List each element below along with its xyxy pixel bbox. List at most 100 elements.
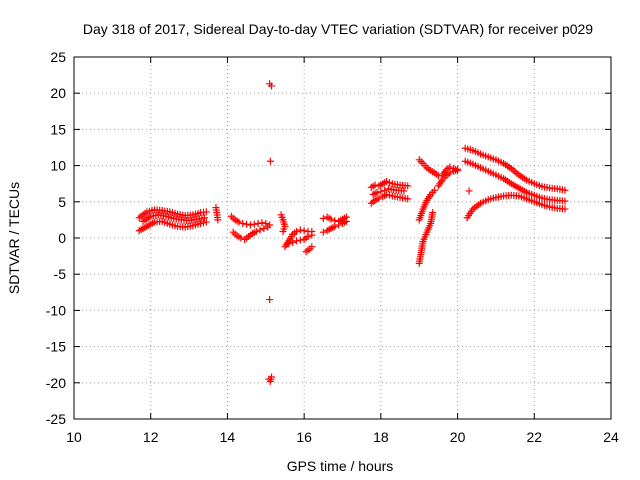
data-point	[342, 217, 350, 225]
series-arc-13	[415, 156, 442, 180]
data-point	[454, 167, 462, 175]
data-point	[279, 227, 287, 235]
data-point	[308, 243, 316, 251]
y-tick-label: 15	[50, 121, 66, 137]
data-point	[239, 220, 247, 228]
data-point	[292, 227, 300, 235]
series-arc-12-upper	[367, 178, 412, 191]
data-point	[400, 187, 408, 195]
data-points	[135, 80, 569, 385]
data-point	[327, 215, 335, 223]
data-point	[292, 237, 300, 245]
data-point	[375, 194, 383, 202]
x-tick-label: 24	[603, 429, 619, 445]
axes: 10 12 14 16 18 20 22 24 25 20 15 10 5 0 -5 -10 -15 -20 -25	[46, 49, 619, 445]
data-point	[446, 163, 454, 171]
y-tick-label: -20	[46, 375, 66, 391]
data-point	[289, 238, 297, 246]
series-arc-18	[465, 187, 473, 195]
data-point	[252, 227, 260, 235]
y-tick-label: -15	[46, 339, 66, 355]
x-tick-label: 18	[373, 429, 389, 445]
data-point	[561, 197, 569, 205]
data-point	[561, 205, 569, 213]
x-tick-label: 10	[66, 429, 82, 445]
series-arc-17-upper	[461, 144, 569, 194]
series-arc-8	[277, 211, 289, 235]
x-tick-label: 20	[450, 429, 466, 445]
y-tick-label: -10	[46, 302, 66, 318]
series-arc-4	[266, 80, 276, 90]
y-tick-label: 10	[50, 158, 66, 174]
data-point	[214, 216, 222, 224]
data-point	[381, 186, 389, 194]
data-point	[262, 220, 270, 228]
series-arc-1-mid	[139, 211, 208, 225]
data-point	[285, 240, 293, 248]
data-point	[250, 220, 258, 228]
y-tick-label: -5	[54, 266, 67, 282]
series-arc-9-lower	[285, 231, 316, 248]
series-arc-3-lower	[229, 223, 272, 243]
data-point	[335, 221, 343, 229]
data-point	[300, 227, 308, 235]
series-arc-17-middle	[461, 157, 569, 205]
x-tick-label: 22	[526, 429, 542, 445]
data-point	[404, 182, 412, 190]
y-tick-label: 20	[50, 85, 66, 101]
data-point	[200, 214, 208, 222]
data-point	[561, 186, 569, 194]
data-point	[235, 218, 243, 226]
series-arc-16	[438, 163, 462, 180]
series-arc-5	[266, 157, 274, 165]
series-arc-3-upper	[227, 212, 274, 229]
series-arc-10	[302, 243, 316, 256]
series-arc-9-upper	[281, 226, 316, 251]
data-point	[431, 186, 439, 194]
grid-lines	[74, 57, 611, 419]
data-point	[266, 157, 274, 165]
data-point	[260, 225, 268, 233]
series-arc-12-lower	[367, 191, 412, 207]
data-point	[268, 373, 276, 381]
data-point	[254, 220, 262, 228]
y-axis-label: SDTVAR / TECUs	[6, 182, 22, 294]
data-point	[429, 209, 437, 217]
data-point	[243, 220, 251, 228]
data-point	[377, 188, 385, 196]
series-arc-2	[212, 204, 222, 224]
data-point	[258, 219, 266, 227]
data-point	[465, 187, 473, 195]
y-tick-label: -25	[46, 411, 66, 427]
x-tick-label: 12	[143, 429, 159, 445]
data-point	[202, 218, 210, 226]
data-point	[331, 222, 339, 230]
y-tick-label: 25	[50, 49, 66, 65]
data-point	[296, 226, 304, 234]
data-point	[404, 195, 412, 203]
data-point	[296, 236, 304, 244]
y-tick-label: 0	[58, 230, 66, 246]
data-point	[304, 233, 312, 241]
series-arc-14-upper	[415, 186, 439, 224]
series-arc-12-mid	[369, 185, 408, 199]
series-arc-7	[265, 373, 276, 385]
y-tick-label: 5	[58, 194, 66, 210]
data-point	[319, 228, 327, 236]
series-arc-14-lower	[415, 209, 437, 267]
series-arc-6	[266, 296, 274, 304]
data-point	[246, 221, 254, 229]
data-point	[202, 208, 210, 216]
x-tick-label: 14	[220, 429, 236, 445]
x-tick-label: 16	[296, 429, 312, 445]
data-point	[256, 226, 264, 234]
series-arc-11-upper	[319, 213, 350, 225]
x-axis-label: GPS time / hours	[287, 458, 394, 474]
data-point	[308, 231, 316, 239]
data-point	[264, 223, 272, 231]
data-point	[268, 82, 276, 90]
series-arc-11-lower	[319, 217, 350, 236]
chart-title: Day 318 of 2017, Sidereal Day-to-day VTE…	[83, 21, 593, 37]
plot-frame	[73, 56, 612, 420]
